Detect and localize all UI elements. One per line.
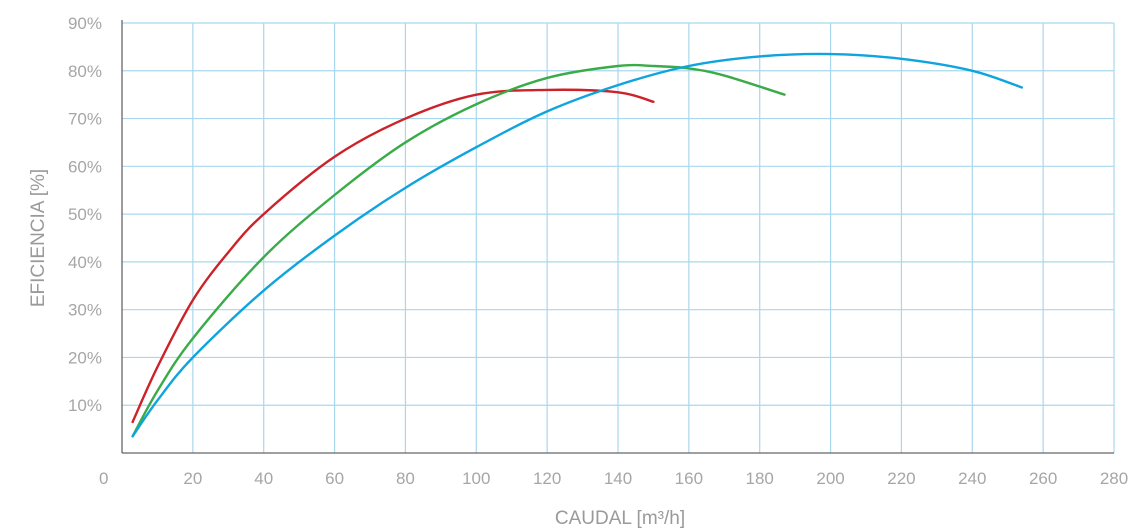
y-tick-label: 30% [68, 301, 102, 320]
series-lines [131, 52, 1024, 438]
x-tick-label: 240 [958, 469, 986, 488]
x-tick-label: 280 [1100, 469, 1128, 488]
y-tick-label: 80% [68, 62, 102, 81]
y-tick-label: 20% [68, 348, 102, 367]
grid [122, 22, 1115, 453]
series-line-2 [131, 63, 786, 438]
series-line-1 [131, 88, 655, 424]
x-tick-label: 220 [887, 469, 915, 488]
y-tick-labels: 10% 20% 30% 40% 50% 60% 70% 80% 90% [68, 14, 102, 415]
y-tick-label: 60% [68, 157, 102, 176]
x-tick-label: 260 [1029, 469, 1057, 488]
x-tick-label: 200 [816, 469, 844, 488]
x-axis-title: CAUDAL [m³/h] [555, 508, 685, 529]
y-tick-label: 70% [68, 110, 102, 129]
series-line-3 [131, 52, 1024, 438]
x-tick-label: 40 [254, 469, 273, 488]
x-tick-label: 160 [675, 469, 703, 488]
x-tick-label: 0 [99, 469, 108, 488]
x-tick-label: 140 [604, 469, 632, 488]
y-tick-label: 90% [68, 14, 102, 33]
y-tick-label: 50% [68, 205, 102, 224]
y-axis-title: EFICIENCIA [%] [28, 169, 49, 307]
y-tick-label: 40% [68, 253, 102, 272]
x-tick-labels: 0 20 40 60 80 100 120 140 160 180 200 220 240 260 280 [99, 469, 1128, 488]
x-tick-label: 100 [462, 469, 490, 488]
x-tick-label: 120 [533, 469, 561, 488]
x-tick-label: 20 [183, 469, 202, 488]
x-tick-label: 80 [396, 469, 415, 488]
x-tick-label: 60 [325, 469, 344, 488]
y-tick-label: 10% [68, 396, 102, 415]
x-tick-label: 180 [746, 469, 774, 488]
axes [121, 20, 1114, 454]
